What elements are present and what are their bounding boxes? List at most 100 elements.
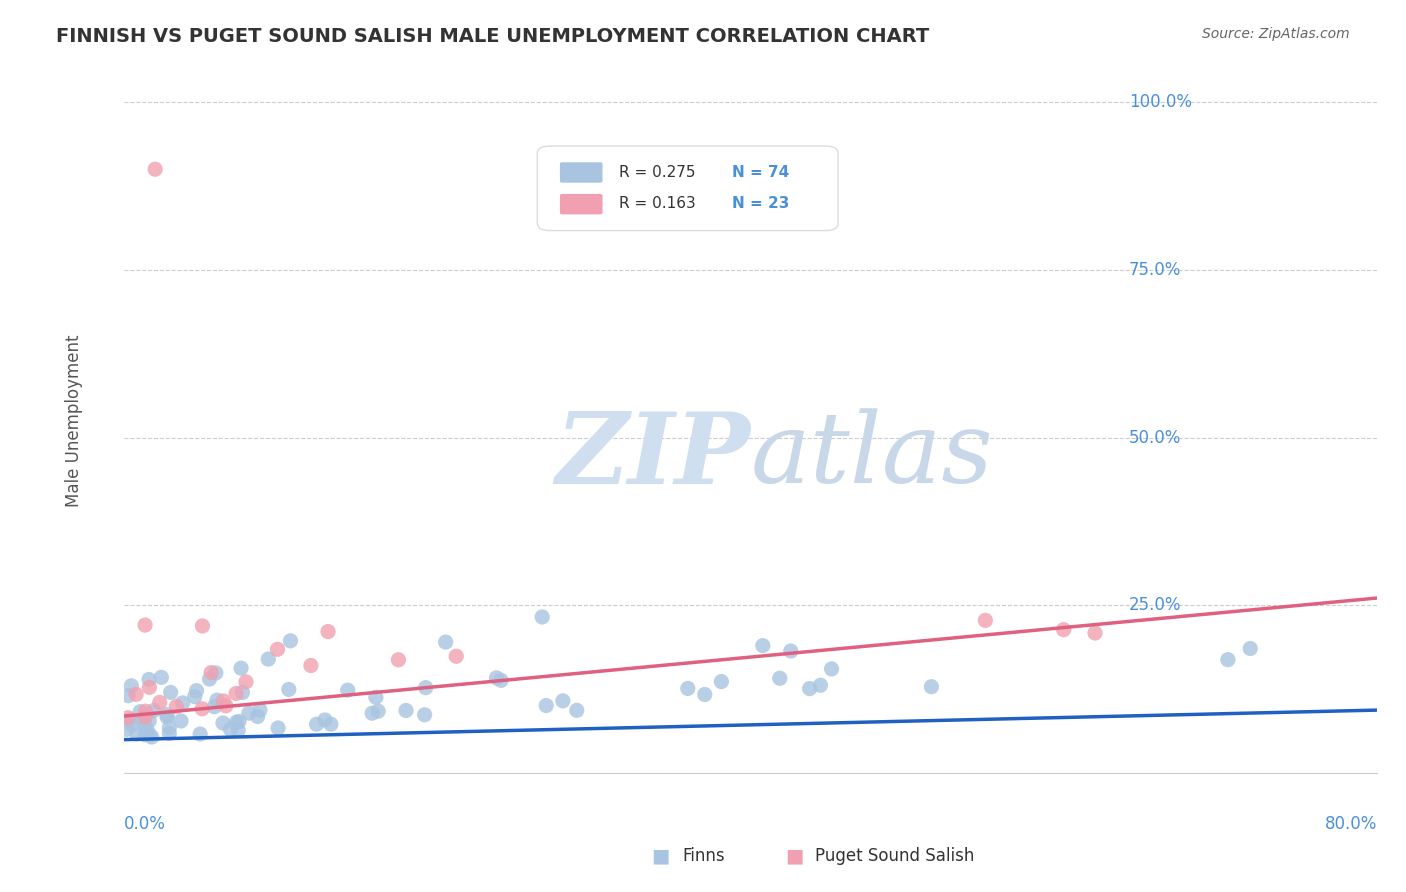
Point <box>191 702 214 716</box>
Point <box>229 661 252 675</box>
Point <box>974 613 997 627</box>
Point <box>117 689 139 703</box>
Text: Puget Sound Salish: Puget Sound Salish <box>815 847 974 865</box>
Point <box>551 694 574 708</box>
Point <box>413 707 436 722</box>
Point <box>170 714 193 728</box>
Text: ZIP: ZIP <box>555 408 751 504</box>
Point <box>444 649 467 664</box>
Point <box>156 707 179 722</box>
Point <box>125 687 148 701</box>
Point <box>693 688 716 702</box>
Point <box>752 639 775 653</box>
Point <box>125 727 148 741</box>
Point <box>212 716 235 731</box>
Point <box>172 696 194 710</box>
Point <box>485 671 508 685</box>
Text: 0.0%: 0.0% <box>124 815 166 833</box>
Text: 80.0%: 80.0% <box>1324 815 1376 833</box>
Point <box>779 644 801 658</box>
Point <box>231 685 253 699</box>
Point <box>143 162 166 177</box>
Point <box>202 699 225 714</box>
Point <box>150 670 173 684</box>
Text: atlas: atlas <box>751 409 993 504</box>
Point <box>188 727 211 741</box>
Point <box>316 624 339 639</box>
Point <box>142 703 165 717</box>
Point <box>434 635 457 649</box>
Point <box>191 619 214 633</box>
Text: 50.0%: 50.0% <box>1129 429 1181 447</box>
Point <box>676 681 699 696</box>
Point <box>246 709 269 723</box>
Text: 100.0%: 100.0% <box>1129 93 1192 112</box>
Point <box>138 681 160 695</box>
Point <box>235 674 257 689</box>
Text: 75.0%: 75.0% <box>1129 260 1181 279</box>
Point <box>249 703 271 717</box>
Point <box>534 698 557 713</box>
Point <box>799 681 821 696</box>
Text: Finns: Finns <box>682 847 724 865</box>
Point <box>364 690 387 705</box>
Text: ■: ■ <box>785 847 804 865</box>
Point <box>219 723 242 737</box>
FancyBboxPatch shape <box>537 146 838 231</box>
Point <box>277 682 299 697</box>
Point <box>117 711 139 725</box>
Point <box>129 705 152 719</box>
Point <box>156 710 179 724</box>
Point <box>118 713 141 727</box>
Point <box>212 694 235 708</box>
Point <box>565 703 588 717</box>
FancyBboxPatch shape <box>560 194 603 214</box>
Point <box>336 683 359 698</box>
Point <box>238 706 260 720</box>
Text: Male Unemployment: Male Unemployment <box>65 334 83 508</box>
Point <box>810 678 832 692</box>
Point <box>134 618 156 632</box>
Point <box>134 728 156 742</box>
Point <box>138 714 160 728</box>
Point <box>134 719 156 733</box>
Point <box>149 695 172 709</box>
Point <box>267 721 290 735</box>
Point <box>134 710 156 724</box>
Point <box>157 721 180 735</box>
FancyBboxPatch shape <box>560 162 603 183</box>
Text: ■: ■ <box>651 847 671 865</box>
Point <box>135 704 157 718</box>
Point <box>266 642 288 657</box>
Point <box>186 683 208 698</box>
Point <box>361 706 384 721</box>
Point <box>115 723 138 737</box>
Point <box>299 658 322 673</box>
Point <box>157 726 180 740</box>
Point <box>387 653 409 667</box>
Point <box>920 680 942 694</box>
Point <box>215 698 238 713</box>
Text: R = 0.275: R = 0.275 <box>619 165 696 179</box>
Point <box>159 685 181 699</box>
Text: N = 74: N = 74 <box>731 165 789 179</box>
Point <box>183 690 205 704</box>
Point <box>1053 623 1076 637</box>
Point <box>200 665 222 680</box>
Point <box>280 633 302 648</box>
Point <box>489 673 512 688</box>
Text: N = 23: N = 23 <box>731 196 789 211</box>
Point <box>198 672 221 686</box>
Point <box>257 652 280 666</box>
Point <box>204 665 226 680</box>
Point <box>121 718 143 732</box>
Text: 25.0%: 25.0% <box>1129 597 1181 615</box>
Point <box>820 662 842 676</box>
Point <box>225 686 247 700</box>
Point <box>1239 641 1261 656</box>
Point <box>131 713 153 727</box>
Point <box>225 715 247 730</box>
Text: R = 0.163: R = 0.163 <box>619 196 696 211</box>
Point <box>1216 653 1239 667</box>
Point <box>319 717 342 731</box>
